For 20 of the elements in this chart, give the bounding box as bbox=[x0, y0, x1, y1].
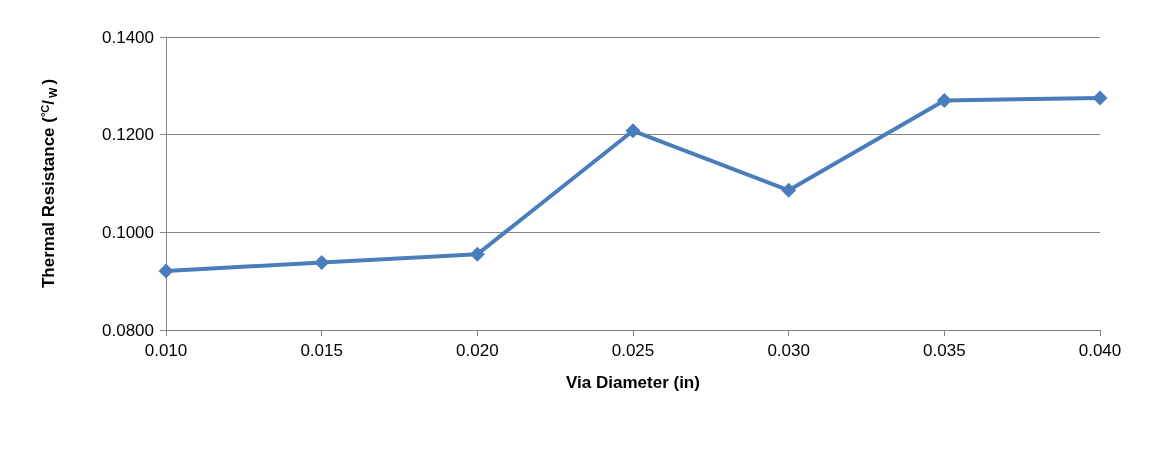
point bbox=[314, 255, 330, 271]
x-tick-label: 0.025 bbox=[611, 341, 655, 360]
x-tick-label: 0.010 bbox=[144, 341, 188, 360]
y-tick-label: 0.1200 bbox=[102, 125, 154, 145]
y-axis-title: Thermal Resistance (°C/W) bbox=[38, 78, 59, 289]
point bbox=[1092, 90, 1108, 106]
x-tick-label: 0.015 bbox=[300, 341, 343, 360]
x-tick-label: 0.020 bbox=[456, 341, 499, 360]
y-tick-label: 0.1000 bbox=[102, 222, 154, 242]
y-tick-label: 0.1400 bbox=[102, 27, 154, 47]
point bbox=[469, 246, 485, 262]
x-tick-label: 0.030 bbox=[767, 341, 810, 360]
point bbox=[158, 263, 174, 279]
point bbox=[936, 92, 952, 108]
x-tick-label: 0.040 bbox=[1078, 341, 1122, 360]
y-tick-label: 0.0800 bbox=[102, 320, 154, 340]
point bbox=[781, 182, 797, 198]
point bbox=[625, 123, 641, 139]
x-tick-label: 0.035 bbox=[923, 341, 966, 360]
x-axis-title: Via Diameter (in) bbox=[566, 373, 700, 392]
